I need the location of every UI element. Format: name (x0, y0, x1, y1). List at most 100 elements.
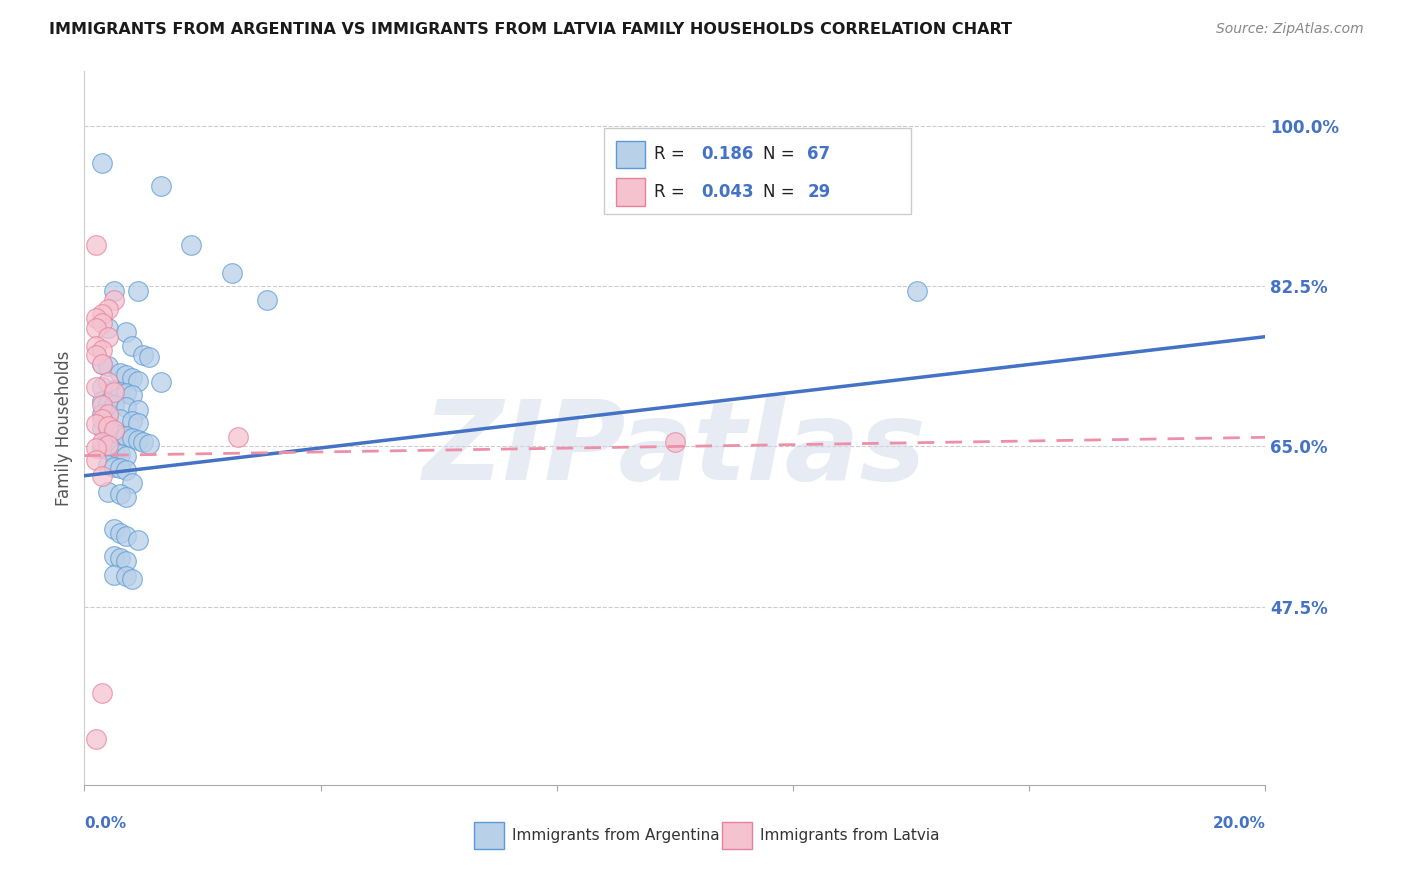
Point (108, 384, 131, 399)
Text: 20.0%: 20.0% (1212, 816, 1265, 830)
Point (84, 417, 107, 431)
Point (226, 430, 249, 444)
Point (114, 449, 136, 463)
Text: N =: N = (763, 183, 800, 201)
Point (103, 549, 125, 564)
Point (97, 423, 120, 437)
Point (905, 284, 928, 298)
Point (121, 371, 143, 385)
Point (108, 551, 131, 566)
Point (114, 386, 136, 401)
Point (108, 366, 131, 380)
Point (127, 433, 149, 447)
Point (103, 398, 125, 412)
Text: Source: ZipAtlas.com: Source: ZipAtlas.com (1216, 22, 1364, 37)
Point (150, 376, 173, 390)
Point (97, 419, 120, 434)
Text: R =: R = (654, 145, 689, 163)
Point (180, 238, 202, 252)
Text: 0.186: 0.186 (700, 145, 754, 163)
Point (103, 383, 125, 397)
FancyBboxPatch shape (616, 141, 645, 168)
Point (664, 434, 686, 449)
Point (121, 431, 143, 445)
Point (97, 409, 120, 424)
Point (91, 468, 114, 483)
Point (108, 461, 131, 475)
Point (114, 429, 136, 443)
Point (121, 476, 143, 491)
Text: 29: 29 (807, 183, 831, 201)
Text: N =: N = (763, 145, 800, 163)
Point (91, 412, 114, 426)
Point (97, 458, 120, 472)
Point (108, 447, 131, 461)
Point (91, 442, 114, 456)
Point (132, 348, 155, 362)
Point (91, 421, 114, 435)
Point (221, 266, 243, 280)
Point (84, 320, 107, 334)
FancyBboxPatch shape (616, 178, 645, 205)
Point (91, 398, 114, 412)
Point (97, 437, 120, 451)
FancyBboxPatch shape (723, 822, 752, 849)
Point (97, 376, 120, 390)
Text: R =: R = (654, 183, 689, 201)
Point (97, 320, 120, 334)
Point (103, 459, 125, 474)
Text: 0.0%: 0.0% (84, 816, 127, 830)
Text: Immigrants from Latvia: Immigrants from Latvia (759, 828, 939, 843)
Point (103, 445, 125, 459)
Y-axis label: Family Households: Family Households (55, 351, 73, 506)
Point (97, 302, 120, 317)
FancyBboxPatch shape (474, 822, 503, 849)
Point (91, 357, 114, 371)
Point (127, 416, 149, 430)
Point (97, 443, 120, 458)
Point (97, 408, 120, 422)
Point (97, 485, 120, 500)
Text: 0.043: 0.043 (700, 183, 754, 201)
Point (108, 427, 131, 442)
Point (127, 374, 149, 388)
Point (97, 359, 120, 373)
Point (127, 402, 149, 417)
Point (103, 293, 125, 307)
Point (121, 414, 143, 428)
Point (91, 357, 114, 371)
Point (97, 329, 120, 343)
Point (108, 412, 131, 426)
Point (114, 325, 136, 339)
Point (91, 316, 114, 330)
Point (103, 425, 125, 440)
Point (84, 732, 107, 747)
Point (84, 348, 107, 362)
Point (91, 434, 114, 449)
Point (84, 311, 107, 326)
Point (103, 384, 125, 399)
Point (91, 686, 114, 700)
Point (108, 487, 131, 501)
Point (138, 350, 160, 364)
Point (114, 490, 136, 504)
Point (114, 554, 136, 568)
Point (150, 178, 173, 193)
Point (91, 380, 114, 394)
Point (114, 400, 136, 414)
Point (114, 569, 136, 583)
Point (91, 393, 114, 408)
Point (103, 522, 125, 536)
Point (84, 453, 107, 467)
Point (91, 156, 114, 170)
Text: IMMIGRANTS FROM ARGENTINA VS IMMIGRANTS FROM LATVIA FAMILY HOUSEHOLDS CORRELATIO: IMMIGRANTS FROM ARGENTINA VS IMMIGRANTS … (49, 22, 1012, 37)
Point (103, 284, 125, 298)
Point (127, 533, 149, 547)
Point (114, 368, 136, 383)
Point (84, 442, 107, 456)
Point (114, 529, 136, 543)
Text: Immigrants from Argentina: Immigrants from Argentina (512, 828, 720, 843)
Point (108, 526, 131, 541)
Point (138, 436, 160, 450)
Point (132, 434, 155, 449)
